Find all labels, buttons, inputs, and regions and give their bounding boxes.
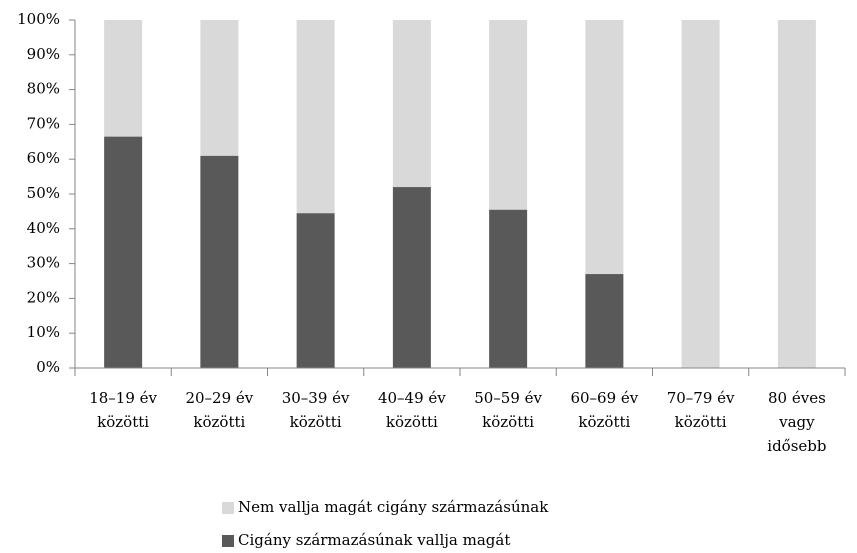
- bar-segment: [104, 20, 143, 137]
- y-tick-label: 0%: [36, 358, 60, 376]
- bar-segment: [296, 213, 335, 368]
- y-tick-label: 20%: [27, 288, 60, 306]
- bar-segment: [489, 20, 528, 210]
- x-tick-label: 20–29 év közötti: [185, 389, 254, 431]
- x-tick-label: 50–59 év közötti: [474, 389, 543, 431]
- x-tick-label: 40–49 év közötti: [377, 389, 446, 431]
- bar-segment: [681, 20, 720, 368]
- legend-label: Cigány származásúnak vallja magát: [238, 531, 510, 549]
- bar-segment: [200, 155, 239, 368]
- y-tick-label: 10%: [27, 323, 60, 341]
- y-tick-label: 100%: [17, 10, 60, 28]
- legend-label: Nem vallja magát cigány származásúnak: [238, 498, 549, 516]
- bar-segment: [489, 209, 528, 368]
- y-tick-label: 90%: [27, 45, 60, 63]
- y-tick-label: 80%: [27, 80, 60, 98]
- legend-swatch: [222, 502, 234, 514]
- legend-swatch: [222, 535, 234, 547]
- y-tick-label: 50%: [27, 184, 60, 202]
- bar-segment: [392, 20, 431, 188]
- y-tick-label: 60%: [27, 149, 60, 167]
- bar-segment: [104, 136, 143, 368]
- y-tick-label: 70%: [27, 114, 60, 132]
- y-tick-label: 30%: [27, 254, 60, 272]
- bar-segment: [200, 20, 239, 156]
- bar-segment: [585, 274, 624, 368]
- x-tick-label: 18–19 év közötti: [89, 389, 158, 431]
- x-tick-label: 30–39 év közötti: [281, 389, 350, 431]
- bar-segment: [585, 20, 624, 275]
- bar-segment: [777, 20, 816, 368]
- y-tick-label: 40%: [27, 219, 60, 237]
- x-tick-label: 60–69 év közötti: [570, 389, 639, 431]
- bar-segment: [392, 187, 431, 368]
- bar-segment: [296, 20, 335, 214]
- x-tick-label: 80 éves vagy idősebb: [767, 389, 827, 455]
- x-tick-label: 70–79 év közötti: [666, 389, 735, 431]
